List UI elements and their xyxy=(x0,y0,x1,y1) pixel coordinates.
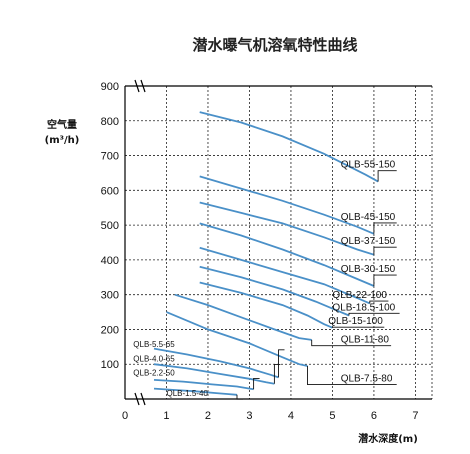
label-leader-1 xyxy=(373,222,397,234)
chart-title: 潜水曝气机溶氧特性曲线 xyxy=(192,36,357,54)
label-leader-3 xyxy=(373,274,397,286)
label-leader-10 xyxy=(273,363,281,384)
series-label: QLB-5.5-65 xyxy=(133,340,175,349)
plot-axes xyxy=(124,79,432,406)
label-leader-4 xyxy=(369,300,389,304)
series-line-1 xyxy=(199,175,375,235)
x-tick-label: 4 xyxy=(288,410,294,422)
top-axis-break-mark xyxy=(134,79,146,93)
series-line-2 xyxy=(199,201,375,256)
y-tick-label: 400 xyxy=(101,255,119,267)
series-label: QLB-15-100 xyxy=(328,316,383,327)
x-tick-label: 0 xyxy=(122,410,128,422)
x-axis-label: 潜水深度(m) xyxy=(358,432,418,445)
series-line-12 xyxy=(153,387,238,396)
series-line-9 xyxy=(153,347,279,379)
series-label: QLB-2.2-50 xyxy=(133,368,175,377)
series-label: QLB-18.5-100 xyxy=(332,302,395,313)
y-axis-label-line2: (m³/h) xyxy=(45,135,80,146)
label-leader-5 xyxy=(348,312,400,316)
bottom-axis-break-mark xyxy=(134,392,146,406)
y-tick-label: 300 xyxy=(101,290,119,302)
y-tick-label: 600 xyxy=(101,185,119,197)
y-tick-label: 800 xyxy=(101,116,119,128)
series-line-7 xyxy=(174,293,312,341)
series-label: QLB-37-150 xyxy=(341,236,396,247)
y-tick-label: 700 xyxy=(101,151,119,163)
series-line-10 xyxy=(153,363,275,385)
series-line-6 xyxy=(199,281,333,329)
x-tick-label: 2 xyxy=(205,410,211,422)
label-leader-9 xyxy=(278,349,285,378)
series-line-5 xyxy=(199,265,350,317)
y-tick-label: 200 xyxy=(101,324,119,336)
plot-curves xyxy=(153,111,379,396)
series-label: QLB-22-100 xyxy=(332,290,387,301)
x-tick-label: 7 xyxy=(412,410,418,422)
label-leader-6 xyxy=(331,326,385,328)
y-tick-label: 100 xyxy=(101,359,119,371)
x-tick-label: 3 xyxy=(246,410,252,422)
series-label: QLB-4.0-65 xyxy=(133,354,175,363)
series-label: QLB-11-80 xyxy=(341,335,390,346)
y-tick-label: 900 xyxy=(101,81,119,93)
label-leader-0 xyxy=(377,170,397,182)
x-tick-label: 5 xyxy=(329,410,335,422)
label-leader-12 xyxy=(236,394,243,400)
series-label: QLB-55-150 xyxy=(341,160,396,171)
x-tick-label: 1 xyxy=(163,410,169,422)
series-label: QLB-7.5-80 xyxy=(341,374,393,385)
label-leader-2 xyxy=(373,246,397,255)
label-leader-7 xyxy=(311,339,392,347)
label-leader-8 xyxy=(307,366,397,386)
axis-ticks: 100 200 300 400 500 600 700 800 900 0 1 2 3 4 5 6 7 xyxy=(101,81,419,422)
label-leaders xyxy=(236,170,400,400)
label-leader-11 xyxy=(253,377,260,390)
y-tick-label: 500 xyxy=(101,220,119,232)
series-label: QLB-1.5-40 xyxy=(166,389,208,398)
series-line-4 xyxy=(199,246,371,305)
series-label: QLB-30-150 xyxy=(341,264,396,275)
series-labels: QLB-55-150 QLB-45-150 QLB-37-150 QLB-30-150… xyxy=(133,160,395,398)
series-line-11 xyxy=(153,379,254,391)
x-tick-label: 6 xyxy=(371,410,377,422)
y-axis-label-line1: 空气量 xyxy=(47,118,77,131)
series-line-0 xyxy=(199,111,379,183)
series-label: QLB-45-150 xyxy=(341,212,396,223)
series-line-3 xyxy=(199,222,375,287)
series-line-8 xyxy=(166,311,308,367)
